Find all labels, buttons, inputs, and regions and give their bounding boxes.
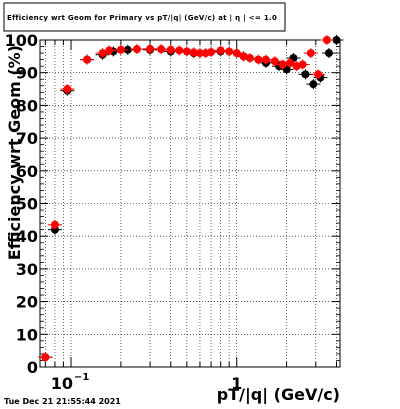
timestamp: Tue Dec 21 21:55:44 2021 (4, 397, 121, 406)
y-tick-label: 10 (16, 325, 38, 344)
point-red (105, 46, 114, 55)
y-tick-label: 90 (16, 64, 38, 83)
point-red (232, 49, 241, 58)
y-tick-label: 40 (16, 227, 38, 246)
point-red (216, 46, 225, 55)
point-red (261, 55, 270, 64)
point-red (41, 353, 50, 362)
y-tick-label: 80 (16, 96, 38, 115)
y-tick-labels: 0 10 20 30 40 50 60 70 80 90 100 (5, 31, 38, 377)
point-red (306, 49, 315, 58)
x-axis-label: pT/|q| (GeV/c) (217, 385, 340, 405)
point-red (83, 55, 92, 64)
x-tick-label: 1 (231, 374, 242, 393)
y-tick-label: 70 (16, 129, 38, 148)
y-tick-label: 50 (16, 195, 38, 214)
grid (40, 40, 340, 367)
point-black (332, 36, 341, 44)
x-tick-exponent: −1 (74, 372, 89, 383)
y-tick-label: 20 (16, 293, 38, 312)
point-red (182, 47, 191, 56)
point-black (301, 70, 310, 79)
point-red (322, 36, 331, 44)
x-tick-labels: 10 −1 1 (51, 372, 243, 393)
point-red (157, 45, 166, 54)
point-red (175, 46, 184, 55)
y-tick-label: 30 (16, 260, 38, 279)
point-black (309, 80, 318, 89)
point-red (254, 55, 263, 64)
point-red (50, 220, 59, 229)
y-tick-label: 0 (27, 358, 38, 377)
point-red (278, 60, 287, 69)
x-tick-label: 10 (51, 374, 73, 393)
point-red (116, 45, 125, 54)
point-red (298, 60, 307, 69)
data-points (38, 35, 344, 363)
title-box (3, 2, 286, 32)
point-red (146, 44, 155, 53)
point-red (98, 49, 107, 58)
point-red (270, 57, 279, 66)
point-red (286, 58, 295, 67)
point-red (166, 45, 175, 54)
point-red (314, 70, 323, 79)
y-tick-label: 100 (5, 31, 38, 50)
y-tick-label: 60 (16, 162, 38, 181)
point-red (207, 48, 216, 57)
point-red (245, 53, 254, 62)
y-axis-label: Efficiency wrt Geom (%) (5, 45, 24, 260)
chart-title: Efficiency wrt Geom for Primary vs pT/|q… (7, 14, 277, 23)
point-red (132, 45, 141, 54)
point-black (324, 49, 333, 58)
point-red (189, 48, 198, 57)
point-red (63, 85, 72, 94)
point-red (225, 47, 234, 56)
